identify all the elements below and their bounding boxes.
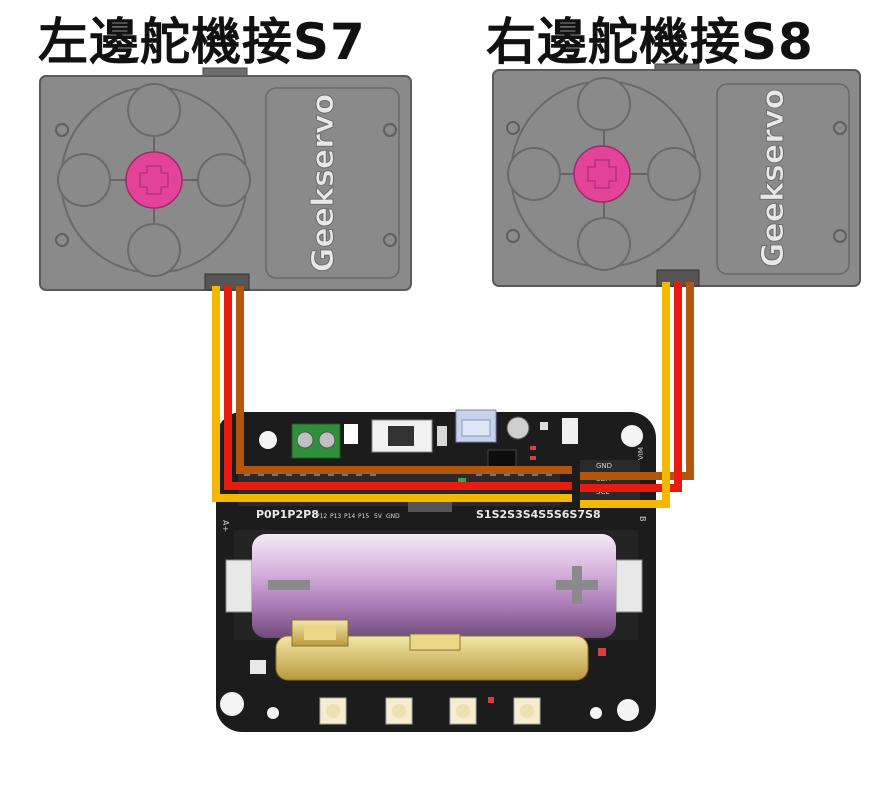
left-servo-title: 左邊舵機接S7 — [38, 13, 366, 71]
pin-label-p12: P12 — [316, 513, 327, 520]
left-power-wire — [224, 286, 572, 490]
label-gnd: GND — [596, 462, 612, 470]
left-servo-brand: Geekservo — [306, 94, 341, 272]
left-ground-wire — [236, 286, 572, 474]
label-vim: VIM — [637, 447, 645, 460]
label-side-b: B — [638, 516, 647, 522]
right-servo-wires — [580, 282, 694, 508]
left-servo-wires — [212, 286, 572, 502]
right-servo-title: 右邊舵機接S8 — [486, 13, 814, 71]
pin-label-gnd: GND — [386, 513, 400, 520]
right-servo-brand: Geekservo — [756, 89, 791, 267]
pin-label-p13: P13 — [330, 513, 341, 520]
battery — [252, 534, 616, 638]
pin-label-p15: P15 — [358, 513, 369, 520]
left-signal-wire — [212, 286, 572, 502]
right-signal-wire — [580, 282, 670, 508]
right-ground-wire — [580, 282, 694, 480]
pin-label-p0-p8: P0P1P2P8 — [256, 508, 319, 521]
right-power-wire — [580, 282, 682, 492]
pin-label-s1-s8: S1S2S3S4S5S6S7S8 — [476, 508, 601, 521]
label-side-a: A+ — [221, 520, 230, 532]
right-servo-hub — [573, 145, 631, 203]
pin-label-p14: P14 — [344, 513, 355, 520]
left-servo: Geekservo — [39, 67, 412, 291]
left-servo-hub — [125, 151, 183, 209]
pin-label-5v: 5V — [374, 513, 383, 520]
right-servo: Geekservo — [492, 63, 861, 287]
expansion-board: P0P1P2P8 P12 P13 P14 P15 5V GND S1S2S3S4… — [216, 409, 656, 732]
